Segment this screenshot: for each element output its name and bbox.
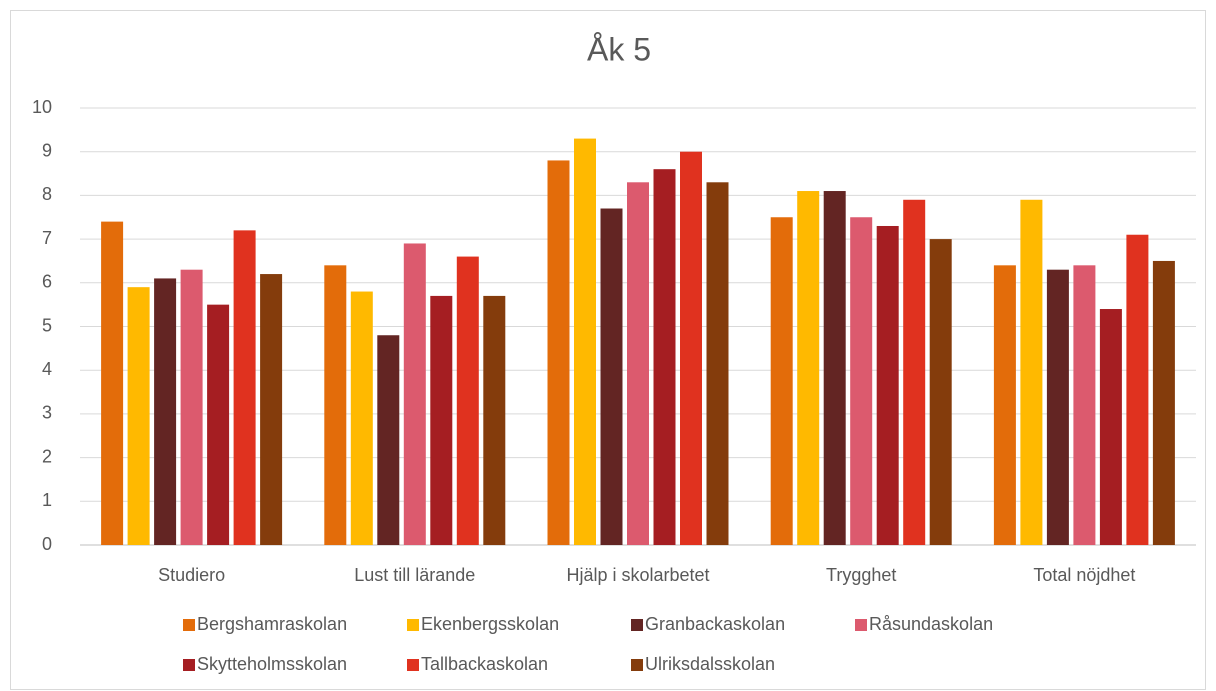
x-tick-label: Lust till lärande (354, 565, 475, 585)
bar (929, 239, 952, 545)
bar (1073, 265, 1096, 545)
bar (403, 243, 426, 545)
bar (1126, 234, 1149, 546)
legend-label: Granbackaskolan (645, 614, 785, 634)
y-tick-label: 8 (42, 184, 52, 204)
bar (797, 191, 820, 545)
bar (1099, 309, 1122, 545)
legend-swatch (631, 619, 643, 631)
y-tick-label: 2 (42, 446, 52, 466)
legend-swatch (631, 659, 643, 671)
y-tick-label: 5 (42, 315, 52, 335)
bar (456, 256, 479, 545)
bar (207, 304, 230, 545)
y-tick-label: 0 (42, 534, 52, 554)
bar (154, 278, 177, 545)
bar (993, 265, 1016, 545)
bar (823, 191, 846, 545)
bar (350, 291, 373, 545)
bar (127, 287, 150, 545)
bar (574, 138, 596, 545)
bar (180, 269, 203, 545)
bar (1046, 269, 1069, 545)
bar (770, 217, 793, 545)
legend-swatch (407, 619, 419, 631)
x-tick-label: Studiero (158, 565, 225, 585)
x-tick-label: Trygghet (826, 565, 896, 585)
bar (706, 182, 729, 546)
bar (903, 199, 926, 545)
legend-label: Ekenbergsskolan (421, 614, 559, 634)
legend-label: Bergshamraskolan (197, 614, 347, 634)
y-tick-label: 4 (42, 359, 52, 379)
y-tick-label: 1 (42, 490, 52, 510)
bar (1152, 260, 1175, 545)
bar (600, 208, 623, 545)
x-tick-label: Total nöjdhet (1033, 565, 1135, 585)
bar (627, 182, 649, 546)
bar (233, 230, 256, 546)
y-tick-label: 7 (42, 228, 52, 248)
bar (430, 295, 453, 545)
bar (876, 225, 899, 546)
bar (260, 274, 283, 545)
bar (101, 221, 124, 545)
y-tick-label: 3 (42, 403, 52, 423)
bar (377, 335, 400, 545)
legend-label: Råsundaskolan (869, 614, 993, 634)
bar (1020, 199, 1043, 545)
bar (850, 217, 873, 545)
x-tick-label: Hjälp i skolarbetet (566, 565, 709, 585)
legend-swatch (407, 659, 419, 671)
chart-title: Åk 5 (587, 31, 651, 67)
bar (547, 160, 570, 545)
y-tick-label: 9 (42, 140, 52, 160)
bar (680, 151, 702, 545)
bar (324, 265, 347, 545)
legend-swatch (183, 619, 195, 631)
y-tick-label: 6 (42, 272, 52, 292)
bar (483, 295, 506, 545)
legend-label: Ulriksdalsskolan (645, 654, 775, 674)
legend-swatch (183, 659, 195, 671)
y-tick-label: 10 (32, 97, 52, 117)
bar (653, 169, 676, 545)
legend-label: Tallbackaskolan (421, 654, 548, 674)
legend-label: Skytteholmsskolan (197, 654, 347, 674)
legend-swatch (855, 619, 867, 631)
